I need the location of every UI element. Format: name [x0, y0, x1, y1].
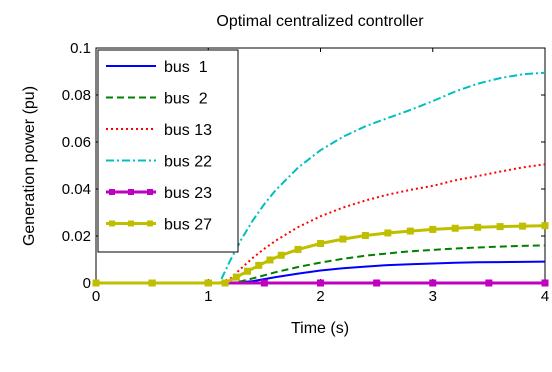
series-marker — [221, 279, 229, 287]
x-tick-label: 2 — [316, 288, 324, 305]
y-tick-label: 0.02 — [62, 228, 91, 245]
series-marker — [496, 223, 504, 231]
series-marker — [244, 267, 252, 275]
legend-label: bus 23 — [164, 185, 212, 202]
legend-swatch-marker — [128, 189, 134, 195]
x-tick-label: 0 — [92, 288, 100, 305]
series-marker — [92, 279, 100, 287]
series-marker — [260, 279, 268, 287]
x-tick-label: 1 — [204, 288, 212, 305]
series-marker — [429, 225, 437, 233]
series-marker — [541, 279, 549, 287]
series-marker — [361, 232, 369, 240]
series-marker — [277, 251, 285, 259]
series-marker — [541, 222, 549, 230]
legend-label: bus 22 — [164, 154, 212, 171]
series-line — [96, 163, 546, 284]
series-marker — [384, 229, 392, 237]
y-tick-label: 0.06 — [62, 134, 91, 151]
series-marker — [255, 261, 263, 269]
y-tick-label: 0 — [83, 275, 91, 292]
series-marker — [451, 224, 459, 232]
chart-title: Optimal centralized controller — [216, 13, 424, 30]
legend-swatch-marker — [147, 220, 153, 227]
legend-label: bus 27 — [164, 217, 212, 234]
legend-label: bus 2 — [164, 91, 208, 108]
series-marker — [317, 240, 324, 248]
series-marker — [339, 235, 347, 243]
x-tick-label: 3 — [429, 288, 437, 305]
legend-label: bus 1 — [164, 59, 208, 76]
legend-swatch-marker — [128, 220, 134, 227]
series-marker — [204, 279, 212, 287]
legend: bus 1 bus 2 bus 13 bus 22 bus 23 bus 27 — [97, 49, 239, 253]
y-tick-label: 0.1 — [70, 40, 91, 57]
series-marker — [232, 273, 240, 281]
legend-label: bus 13 — [164, 122, 212, 139]
series-marker — [148, 279, 156, 287]
legend-swatch-marker — [109, 189, 115, 195]
series-marker — [406, 227, 414, 235]
series-marker — [266, 256, 274, 264]
y-axis-label: Generation power (pu) — [21, 86, 38, 246]
x-axis-label: Time (s) — [291, 320, 349, 337]
y-tick-label: 0.04 — [62, 181, 91, 198]
legend-swatch-marker — [109, 220, 115, 227]
legend-swatch-marker — [147, 189, 153, 195]
series-marker — [294, 245, 302, 253]
y-tick-label: 0.08 — [62, 87, 91, 104]
x-tick-label: 4 — [541, 288, 549, 305]
series-line — [96, 71, 546, 284]
series-marker — [519, 222, 527, 230]
series-marker — [429, 279, 437, 287]
series-marker — [317, 279, 324, 287]
series-marker — [474, 223, 482, 231]
series-marker — [373, 279, 381, 287]
legend-box — [97, 49, 239, 253]
series-marker — [485, 279, 493, 287]
